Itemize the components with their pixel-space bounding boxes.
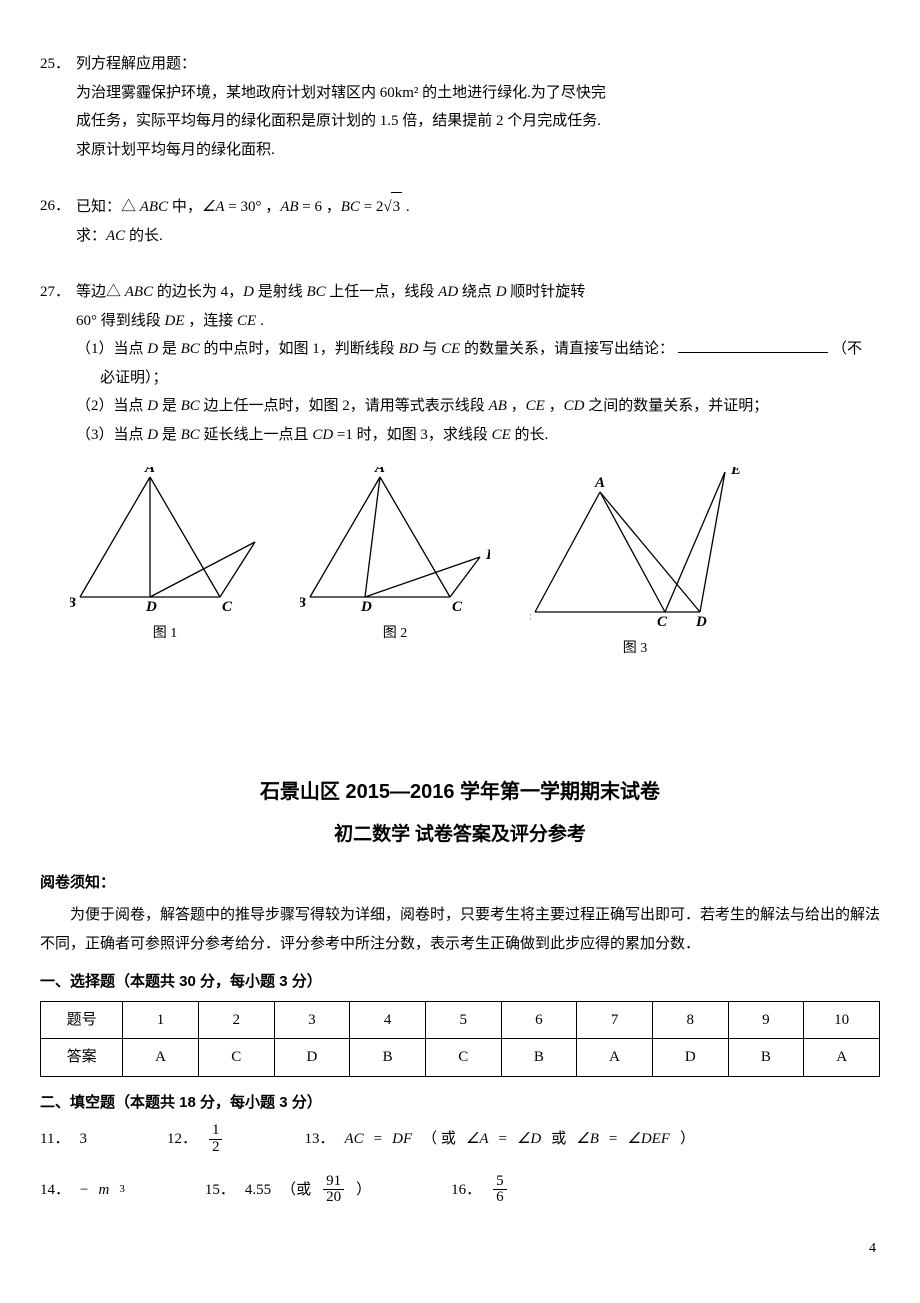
svg-text:A: A bbox=[144, 467, 155, 476]
answer-12: 12． 12 bbox=[167, 1123, 225, 1156]
figure-1-svg: ABCDE bbox=[70, 467, 260, 617]
figure-caption: 图 3 bbox=[623, 636, 648, 663]
section-heading: 一、选择题（本题共 30 分，每小题 3 分） bbox=[40, 968, 880, 997]
answer-13: 13． AC = DF（ 或 ∠A = ∠D 或 ∠B = ∠DEF ） bbox=[304, 1125, 695, 1154]
table-cell: 9 bbox=[728, 1001, 804, 1039]
svg-text:B: B bbox=[300, 595, 306, 611]
problem-body: 列方程解应用题： 为治理雾霾保护环境，某地政府计划对辖区内 60km² 的土地进… bbox=[76, 50, 880, 164]
fill-row-2: 14． −m3 15． 4.55 （或 9120 ） 16． 56 bbox=[40, 1174, 880, 1207]
svg-text:D: D bbox=[145, 599, 157, 615]
subproblem-3: （3）当点 D 是 BC 延长线上一点且 CD =1 时，如图 3，求线段 CE… bbox=[76, 421, 880, 450]
text-line: 列方程解应用题： bbox=[76, 50, 880, 79]
subproblem-1-cont: 必证明）； bbox=[100, 364, 880, 393]
fraction: 56 bbox=[493, 1174, 507, 1207]
figure-caption: 图 2 bbox=[383, 621, 408, 648]
table-cell: 3 bbox=[274, 1001, 350, 1039]
svg-text:B: B bbox=[530, 610, 531, 626]
svg-text:A: A bbox=[374, 467, 385, 476]
figures-row: A B C D E 图 1 A B C D E 图 2 A B C D E 图 3 bbox=[70, 467, 880, 663]
table-cell: D bbox=[652, 1039, 728, 1077]
table-row: 答案ACDBCBADBA bbox=[41, 1039, 880, 1077]
blank-line bbox=[678, 352, 828, 353]
table-cell: C bbox=[198, 1039, 274, 1077]
problem-body: 已知：△ ABC 中，∠A = 30° ，AB = 6 ，BC = 2√3 . … bbox=[76, 192, 880, 250]
answer-title-2: 初二数学 试卷答案及评分参考 bbox=[40, 817, 880, 853]
text-line: 60° 得到线段 DE ，连接 CE . bbox=[76, 307, 880, 336]
subproblem-1: （1）当点 D 是 BC 的中点时，如图 1，判断线段 BD 与 CE 的数量关… bbox=[76, 335, 880, 364]
figure-3-svg: A B C D E bbox=[530, 467, 740, 632]
table-cell: 8 bbox=[652, 1001, 728, 1039]
svg-text:C: C bbox=[657, 614, 668, 630]
table-cell: B bbox=[350, 1039, 426, 1077]
fill-row-1: 11．3 12． 12 13． AC = DF（ 或 ∠A = ∠D 或 ∠B … bbox=[40, 1123, 880, 1156]
problem-27: 27． 等边△ ABC 的边长为 4，D 是射线 BC 上任一点，线段 AD 绕… bbox=[40, 278, 880, 663]
text-line: 为治理雾霾保护环境，某地政府计划对辖区内 60km² 的土地进行绿化.为了尽快完 bbox=[76, 79, 880, 108]
problem-25: 25． 列方程解应用题： 为治理雾霾保护环境，某地政府计划对辖区内 60km² … bbox=[40, 50, 880, 164]
svg-text:C: C bbox=[222, 599, 233, 615]
text-line: 已知：△ ABC 中，∠A = 30° ，AB = 6 ，BC = 2√3 . bbox=[76, 192, 880, 222]
answer-table: 题号12345678910 答案ACDBCBADBA bbox=[40, 1001, 880, 1077]
table-cell: A bbox=[804, 1039, 880, 1077]
note-paragraph: 为便于阅卷，解答题中的推导步骤写得较为详细，阅卷时，只要考生将主要过程正确写出即… bbox=[40, 901, 880, 958]
figure-2-svg: A B C D E bbox=[300, 467, 490, 617]
fraction: 9120 bbox=[323, 1174, 344, 1207]
table-cell: 4 bbox=[350, 1001, 426, 1039]
svg-text:D: D bbox=[360, 599, 372, 615]
svg-text:E: E bbox=[730, 467, 740, 478]
table-cell: 答案 bbox=[41, 1039, 123, 1077]
table-cell: B bbox=[728, 1039, 804, 1077]
table-cell: 10 bbox=[804, 1001, 880, 1039]
problem-number: 27． bbox=[40, 278, 76, 335]
svg-text:B: B bbox=[70, 595, 76, 611]
problem-body: 等边△ ABC 的边长为 4，D 是射线 BC 上任一点，线段 AD 绕点 D … bbox=[76, 278, 880, 335]
table-cell: 2 bbox=[198, 1001, 274, 1039]
table-cell: C bbox=[425, 1039, 501, 1077]
table-cell: 6 bbox=[501, 1001, 577, 1039]
svg-text:D: D bbox=[695, 614, 707, 630]
figure-3: A B C D E 图 3 bbox=[530, 467, 740, 663]
table-cell: 5 bbox=[425, 1001, 501, 1039]
answer-16: 16． 56 bbox=[451, 1174, 509, 1207]
text-line: 成任务，实际平均每月的绿化面积是原计划的 1.5 倍，结果提前 2 个月完成任务… bbox=[76, 107, 880, 136]
text-line: 求原计划平均每月的绿化面积. bbox=[76, 136, 880, 165]
table-cell: B bbox=[501, 1039, 577, 1077]
table-cell: A bbox=[577, 1039, 653, 1077]
table-cell: 题号 bbox=[41, 1001, 123, 1039]
note-heading: 阅卷须知： bbox=[40, 869, 880, 898]
svg-text:E: E bbox=[485, 547, 490, 563]
answer-15: 15． 4.55 （或 9120 ） bbox=[205, 1174, 371, 1207]
section-heading: 二、填空题（本题共 18 分，每小题 3 分） bbox=[40, 1089, 880, 1118]
problem-26: 26． 已知：△ ABC 中，∠A = 30° ，AB = 6 ，BC = 2√… bbox=[40, 192, 880, 250]
text-line: 求：AC 的长. bbox=[76, 222, 880, 251]
svg-text:A: A bbox=[594, 475, 605, 491]
answer-title-1: 石景山区 2015—2016 学年第一学期期末试卷 bbox=[40, 773, 880, 811]
text-line: 等边△ ABC 的边长为 4，D 是射线 BC 上任一点，线段 AD 绕点 D … bbox=[76, 278, 880, 307]
answer-14: 14． −m3 bbox=[40, 1176, 125, 1205]
figure-1: ABCDE 图 1 bbox=[70, 467, 260, 663]
problem-number: 25． bbox=[40, 50, 76, 164]
table-cell: D bbox=[274, 1039, 350, 1077]
page-number: 4 bbox=[40, 1236, 880, 1263]
problem-number: 26． bbox=[40, 192, 76, 250]
table-cell: 1 bbox=[123, 1001, 199, 1039]
table-cell: A bbox=[123, 1039, 199, 1077]
answer-11: 11．3 bbox=[40, 1125, 87, 1154]
figure-2: A B C D E 图 2 bbox=[300, 467, 490, 663]
figure-caption: 图 1 bbox=[153, 621, 178, 648]
table-row: 题号12345678910 bbox=[41, 1001, 880, 1039]
subproblem-2: （2）当点 D 是 BC 边上任一点时，如图 2，请用等式表示线段 AB ，CE… bbox=[76, 392, 880, 421]
fraction: 12 bbox=[209, 1123, 223, 1156]
svg-text:C: C bbox=[452, 599, 463, 615]
table-cell: 7 bbox=[577, 1001, 653, 1039]
